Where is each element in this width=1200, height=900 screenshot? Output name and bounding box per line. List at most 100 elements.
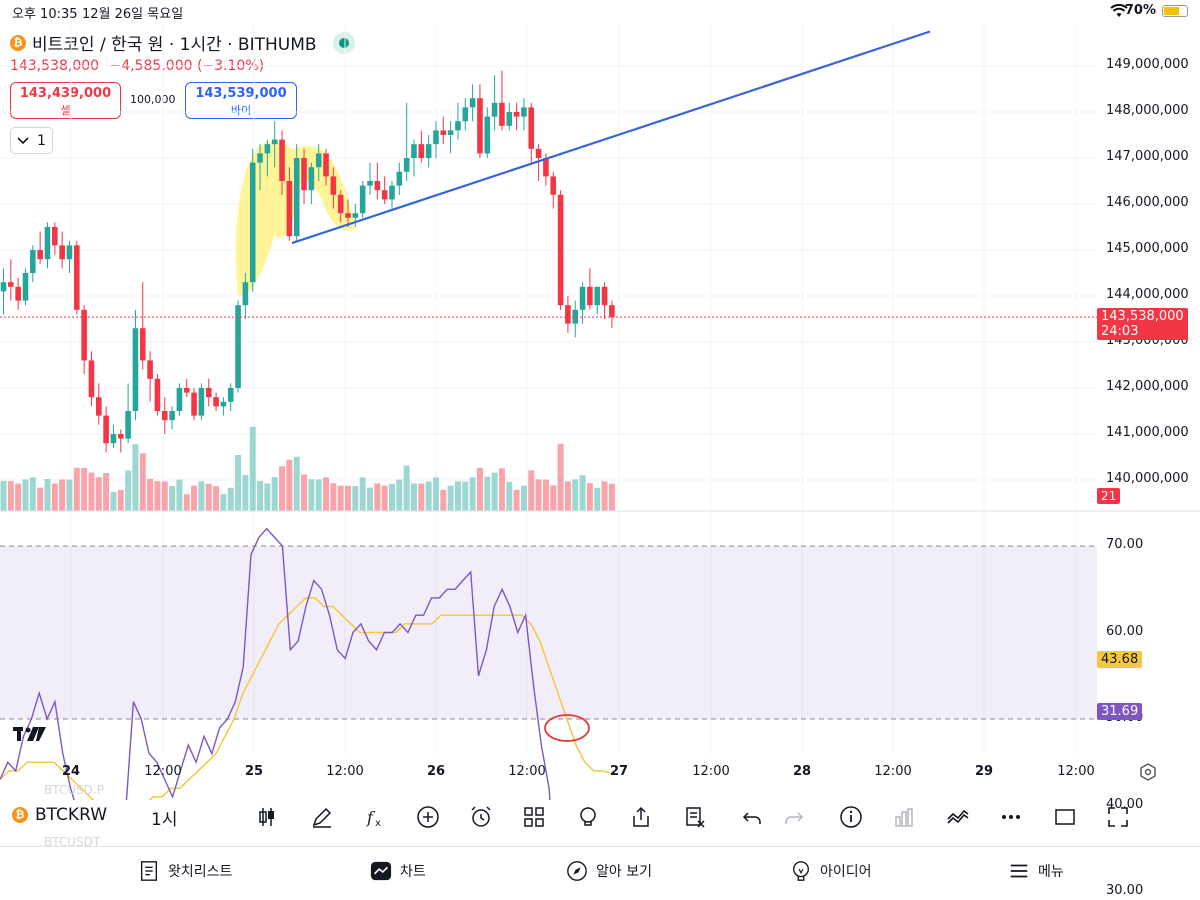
volume-bar xyxy=(330,483,337,511)
grid-lines xyxy=(0,24,1097,755)
time-axis-label: 12:00 xyxy=(508,764,546,779)
volume-bar xyxy=(352,486,359,511)
buy-button[interactable]: 143,539,000 바이 xyxy=(185,82,297,119)
alarm-clock-icon[interactable] xyxy=(467,803,495,831)
price-axis-label: 148,000,000 xyxy=(1106,103,1189,118)
candle-body xyxy=(337,194,344,214)
wifi-icon xyxy=(1110,4,1128,17)
fullscreen-icon[interactable] xyxy=(1104,803,1132,831)
volume-bar xyxy=(51,483,58,511)
volume-bar xyxy=(374,483,381,511)
candle-body xyxy=(132,328,139,411)
time-axis-label: 12:00 xyxy=(692,764,730,779)
rsi-band xyxy=(0,546,1097,719)
candle-body xyxy=(81,309,87,361)
candle-body xyxy=(52,227,58,246)
nav-menu[interactable]: 메뉴 xyxy=(1008,860,1064,882)
candle-body xyxy=(469,98,476,108)
candle-body xyxy=(293,158,300,237)
indicator-collapse-button[interactable]: 1 xyxy=(10,127,53,154)
rsi-axis-label: 40.00 xyxy=(1106,796,1144,812)
lightbulb-icon xyxy=(792,861,810,881)
candle-body xyxy=(8,282,14,287)
volume-bar xyxy=(59,479,66,511)
symbol-selector[interactable]: ₿ BTCKRW xyxy=(12,805,107,825)
candle-body xyxy=(242,282,249,306)
interval-selector[interactable]: 1시 xyxy=(151,810,178,830)
volume-bar xyxy=(249,426,256,511)
candle-body xyxy=(154,378,161,411)
redo-icon[interactable] xyxy=(780,803,808,831)
compare-icon[interactable] xyxy=(944,803,972,831)
nav-watchlist[interactable]: 왓치리스트 xyxy=(138,860,232,882)
nav-ideas[interactable]: 아이디어 xyxy=(790,860,872,882)
candle-body xyxy=(37,250,43,260)
list-doc-icon xyxy=(140,861,158,881)
more-dots-icon[interactable] xyxy=(997,803,1025,831)
nav-menu-label: 메뉴 xyxy=(1038,864,1064,880)
lightbulb-icon[interactable] xyxy=(574,803,602,831)
price-axis-label: 141,000,000 xyxy=(1106,425,1189,440)
candle-body xyxy=(491,102,498,117)
candle-body xyxy=(609,305,615,318)
volume-bar xyxy=(235,455,242,511)
candle-body xyxy=(411,144,417,158)
candle-body xyxy=(110,434,117,444)
settings-icon[interactable] xyxy=(1140,763,1156,781)
candle-body xyxy=(205,388,212,398)
candle-type-icon[interactable] xyxy=(253,803,281,831)
candle-body xyxy=(169,411,175,421)
bitcoin-icon: ₿ xyxy=(10,34,26,51)
candle-body xyxy=(220,401,227,407)
volume-bar xyxy=(447,485,454,511)
nav-chart[interactable]: 차트 xyxy=(370,860,426,882)
candle-body xyxy=(403,158,410,172)
undo-icon[interactable] xyxy=(738,803,766,831)
candle-body xyxy=(213,397,219,407)
share-icon[interactable] xyxy=(627,803,655,831)
candle-body xyxy=(183,388,190,393)
nav-explore[interactable]: 알아 보기 xyxy=(566,860,652,882)
volume-bar xyxy=(22,479,29,511)
volume-bar xyxy=(139,453,146,511)
volume-bar xyxy=(608,483,615,511)
spread-value: 100,000 xyxy=(130,93,176,106)
drawing-pen-icon[interactable] xyxy=(308,803,336,831)
trendline-drawing[interactable] xyxy=(291,30,931,245)
symbol-legend[interactable]: ₿ 비트코인 / 한국 원 · 1시간 · BITHUMB xyxy=(10,30,355,55)
candle-body xyxy=(103,415,109,444)
status-bar: 오후 10:35 12월 26일 목요일 70% xyxy=(0,0,1200,24)
current-price-tag-value: 143,538,000 xyxy=(1101,309,1184,324)
volume-bars xyxy=(0,426,615,511)
volume-bar xyxy=(257,481,264,511)
candle-body xyxy=(301,158,307,191)
rsi-ma-line xyxy=(0,597,613,800)
yellow-highlight-annotation xyxy=(235,141,355,296)
volume-bar xyxy=(205,483,212,511)
volume-bar xyxy=(125,470,132,511)
time-axis-label: 26 xyxy=(426,764,446,779)
candle-body xyxy=(95,397,102,416)
remove-drawings-icon[interactable] xyxy=(681,803,709,831)
sell-label: 셀 xyxy=(60,104,71,117)
financials-bar-icon[interactable] xyxy=(890,803,918,831)
info-icon[interactable] xyxy=(837,803,865,831)
price-axis-label: 140,000,000 xyxy=(1106,471,1189,486)
sell-button[interactable]: 143,439,000 셀 xyxy=(10,82,121,119)
volume-bar xyxy=(308,479,315,511)
volume-bar xyxy=(0,481,7,511)
volume-bar xyxy=(147,478,154,511)
layout-grid-icon[interactable] xyxy=(520,803,548,831)
volume-bar xyxy=(154,481,161,511)
volume-bar xyxy=(220,494,227,511)
sell-price: 143,439,000 xyxy=(19,86,112,101)
ghost-symbol-bottom: BTCUSDT xyxy=(44,835,101,849)
volume-bar xyxy=(176,479,183,511)
candle-body xyxy=(543,158,549,177)
volume-bar xyxy=(432,477,439,511)
add-circle-icon[interactable] xyxy=(414,803,442,831)
price-chart[interactable] xyxy=(0,0,1200,800)
svg-text:f: f xyxy=(366,808,376,827)
rectangle-icon[interactable] xyxy=(1051,803,1079,831)
